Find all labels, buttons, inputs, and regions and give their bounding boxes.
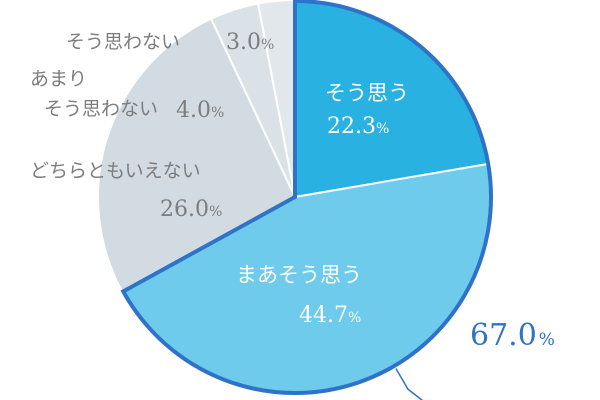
slice-label-amari: あまりそう思わない: [30, 68, 158, 120]
slice-label-maa-sou-omou: まあそう思う: [236, 263, 362, 287]
slice-label-dochira-tomo: どちらともいえない: [30, 160, 201, 182]
slice-label-sou-omowanai: そう思わない: [66, 31, 180, 53]
slice-label-sou-omou: そう思う: [325, 81, 409, 105]
highlight-leader-line: [395, 368, 424, 400]
slice-value-sou-omowanai: 3.0%: [226, 30, 274, 55]
slice-value-amari: 4.0%: [176, 98, 224, 123]
slice-value-maa-sou-omou: 44.7%: [299, 303, 361, 328]
highlight-outline: [120, 0, 493, 395]
highlight-total-value: 67.0%: [470, 318, 555, 353]
slice-value-sou-omou: 22.3%: [327, 114, 389, 139]
slice-value-dochira-tomo: 26.0%: [160, 197, 222, 222]
